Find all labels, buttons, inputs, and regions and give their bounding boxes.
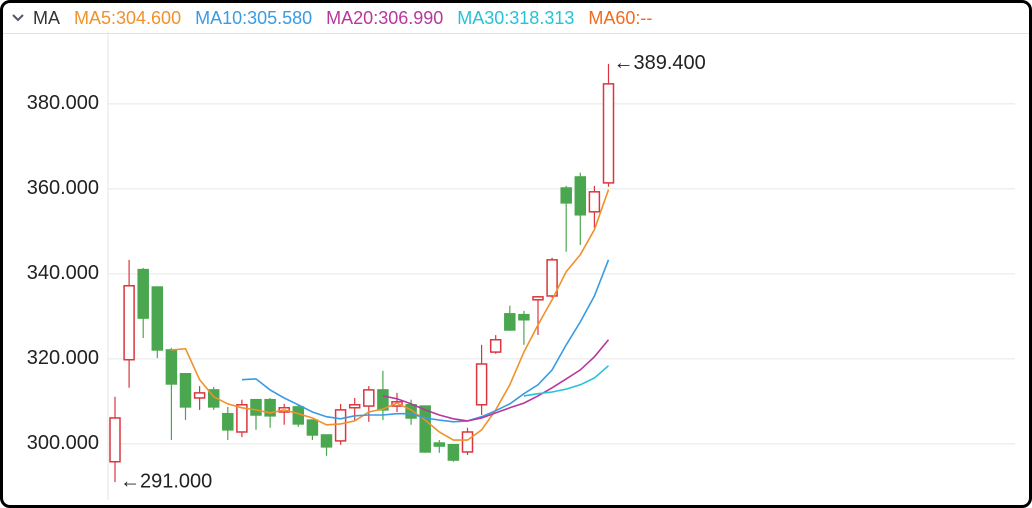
ma-line <box>523 365 610 397</box>
dropdown-chevron[interactable] <box>11 11 25 25</box>
indicator-name[interactable]: MA <box>33 7 60 28</box>
y-tick-label: 360.000 <box>27 177 99 199</box>
candle-body <box>475 363 488 406</box>
candle-body <box>165 349 178 385</box>
y-tick-label: 300.000 <box>27 432 99 454</box>
candle-body <box>504 313 516 331</box>
candle-body <box>574 176 587 216</box>
y-tick-label: 320.000 <box>27 347 99 369</box>
candle-body <box>405 404 417 419</box>
candle-body <box>489 338 502 353</box>
legend-entry: MA5:304.600 <box>74 7 182 28</box>
candle-body <box>306 419 319 436</box>
candle-body <box>109 417 121 463</box>
candle-body <box>320 434 333 448</box>
y-tick-label: 380.000 <box>27 92 99 114</box>
ma-line <box>382 339 610 422</box>
ma-line <box>241 259 610 423</box>
candle-body <box>264 398 276 417</box>
y-tick-label: 340.000 <box>27 262 99 284</box>
ma-line <box>171 189 610 441</box>
min-annotation: ←291.000 <box>120 470 212 492</box>
candle-body <box>334 409 347 442</box>
candle-body <box>137 268 149 319</box>
candle-body <box>518 313 530 321</box>
candle-body <box>123 285 135 361</box>
candle-body <box>461 431 474 453</box>
candle-body <box>433 442 446 447</box>
max-annotation: ←389.400 <box>614 52 706 74</box>
candle-body <box>222 412 234 431</box>
legend-entry: MA30:318.313 <box>457 7 575 28</box>
legend-entry: MA60:-- <box>588 7 653 28</box>
legend-entry: MA20:306.990 <box>326 7 444 28</box>
candle-body <box>363 389 375 407</box>
candle-body <box>560 187 572 204</box>
candle-body <box>602 83 615 184</box>
candle-body <box>250 398 262 416</box>
candle-body <box>179 373 192 408</box>
candle-body <box>193 392 206 399</box>
candle-body <box>151 286 164 351</box>
indicator-header: MA MA5:304.600 MA10:305.580 MA20:306.990 MA… <box>3 3 1029 34</box>
chart: 300.000 320.000 340.000 360.000 380.000 ←389.… <box>27 32 1015 500</box>
legend-entry: MA10:305.580 <box>195 7 313 28</box>
candle-body <box>377 389 389 411</box>
candle-body <box>419 405 431 453</box>
candle-body <box>588 191 601 213</box>
candle-body <box>447 443 460 461</box>
candle-body <box>546 259 558 297</box>
candle-body <box>532 296 544 301</box>
candle-body <box>236 404 248 433</box>
candle-body <box>348 404 361 409</box>
